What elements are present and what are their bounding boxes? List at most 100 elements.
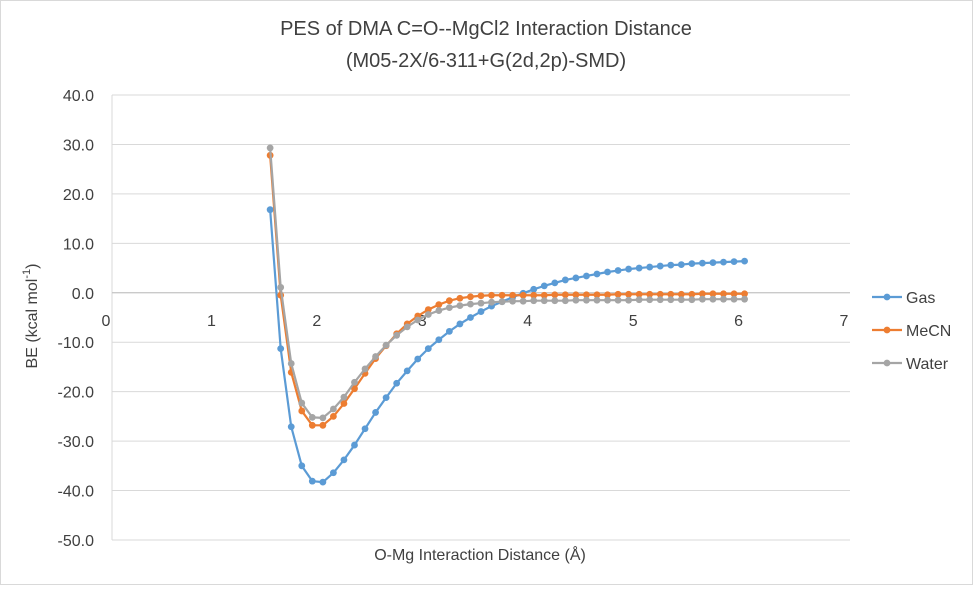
data-point-gas bbox=[561, 276, 569, 284]
data-point-water bbox=[540, 297, 548, 305]
data-point-water bbox=[435, 307, 443, 314]
data-point-mecn bbox=[519, 291, 527, 299]
data-point-water bbox=[699, 295, 706, 303]
data-point-gas bbox=[445, 327, 453, 335]
x-axis-label: O-Mg Interaction Distance (Å) bbox=[374, 545, 586, 564]
data-point-mecn bbox=[741, 290, 748, 298]
data-point-gas bbox=[688, 260, 696, 268]
legend-label: MeCN bbox=[906, 323, 951, 340]
x-tick-label: 4 bbox=[523, 313, 532, 330]
data-point-gas bbox=[720, 258, 727, 266]
y-tick-label: -10.0 bbox=[58, 335, 95, 352]
series-layer bbox=[266, 144, 748, 486]
data-point-gas bbox=[393, 379, 401, 387]
data-point-water bbox=[477, 299, 485, 307]
legend-swatch-marker bbox=[883, 293, 891, 301]
y-tick-labels: 40.0 30.0 20.0 10.0 0.0 -10.0 -20.0 -30.0 -40.0 -… bbox=[58, 88, 95, 550]
data-point-water bbox=[382, 341, 390, 349]
y-axis-label-superscript: -1 bbox=[21, 269, 33, 279]
data-point-water bbox=[635, 296, 643, 304]
data-point-gas bbox=[266, 206, 274, 214]
data-point-gas bbox=[540, 282, 548, 290]
x-tick-label: 3 bbox=[418, 313, 427, 330]
y-tick-label: 40.0 bbox=[63, 88, 94, 105]
data-point-mecn bbox=[635, 290, 643, 298]
data-point-gas bbox=[667, 261, 675, 269]
legend-item-mecn: MeCN bbox=[872, 323, 951, 340]
series-line-gas bbox=[269, 209, 745, 484]
data-point-water bbox=[330, 405, 337, 413]
data-point-water bbox=[593, 296, 601, 304]
data-point-water bbox=[498, 298, 506, 306]
data-point-mecn bbox=[561, 291, 569, 299]
y-tick-label: 20.0 bbox=[63, 187, 94, 204]
data-point-water bbox=[604, 296, 611, 304]
series-line-water bbox=[269, 147, 745, 419]
data-point-gas bbox=[351, 441, 358, 449]
data-point-water bbox=[614, 296, 622, 304]
data-point-gas bbox=[593, 270, 601, 278]
data-point-mecn bbox=[593, 291, 601, 299]
data-point-water bbox=[519, 297, 527, 305]
data-point-water bbox=[730, 295, 738, 303]
data-point-mecn bbox=[488, 291, 495, 299]
data-point-water bbox=[393, 331, 401, 339]
data-point-gas bbox=[730, 258, 738, 266]
data-point-water bbox=[456, 302, 464, 310]
legend-item-gas: Gas bbox=[872, 290, 935, 307]
legend: Gas MeCN Water bbox=[872, 290, 951, 373]
data-point-gas bbox=[340, 456, 348, 464]
data-point-gas bbox=[319, 478, 327, 486]
data-point-gas bbox=[372, 409, 379, 416]
data-point-water bbox=[667, 296, 675, 304]
x-tick-label: 6 bbox=[734, 313, 743, 330]
data-point-mecn bbox=[604, 291, 611, 299]
data-point-gas bbox=[583, 272, 590, 280]
data-point-water bbox=[319, 414, 327, 422]
data-point-water bbox=[287, 360, 295, 367]
data-point-mecn bbox=[298, 407, 306, 415]
data-point-gas bbox=[330, 469, 337, 477]
data-point-mecn bbox=[435, 301, 443, 309]
data-point-water bbox=[561, 297, 569, 305]
data-point-gas bbox=[530, 285, 538, 293]
data-point-water bbox=[551, 297, 559, 305]
data-point-mecn bbox=[572, 291, 580, 299]
data-point-water bbox=[709, 295, 717, 303]
data-point-mecn bbox=[625, 290, 632, 298]
data-point-gas bbox=[477, 308, 485, 315]
y-tick-label: -20.0 bbox=[58, 385, 95, 402]
y-tick-label: -40.0 bbox=[58, 484, 95, 501]
data-point-gas bbox=[382, 394, 390, 401]
legend-item-water: Water bbox=[872, 356, 949, 373]
data-point-water bbox=[277, 283, 285, 291]
data-point-mecn bbox=[456, 294, 464, 302]
data-point-mecn bbox=[646, 290, 654, 298]
data-point-gas bbox=[635, 264, 643, 272]
y-tick-label: -30.0 bbox=[58, 434, 95, 451]
data-point-mecn bbox=[509, 291, 517, 299]
x-tick-label: 5 bbox=[629, 313, 638, 330]
data-point-mecn bbox=[477, 292, 485, 300]
data-point-water bbox=[403, 323, 411, 331]
data-point-water bbox=[625, 296, 632, 304]
data-point-gas bbox=[424, 345, 432, 353]
data-point-mecn bbox=[308, 421, 316, 429]
y-tick-label: 0.0 bbox=[72, 286, 94, 303]
data-point-gas bbox=[699, 259, 706, 267]
gridlines bbox=[111, 94, 850, 541]
x-tick-labels: 0 1 2 3 4 5 6 7 bbox=[102, 313, 849, 330]
data-point-water bbox=[340, 393, 348, 401]
data-point-gas bbox=[361, 425, 369, 433]
data-point-mecn bbox=[720, 290, 727, 298]
data-point-water bbox=[656, 296, 664, 304]
data-point-gas bbox=[709, 259, 717, 267]
data-point-mecn bbox=[424, 306, 432, 313]
y-axis-label: BE (kcal mol-1) bbox=[21, 264, 41, 369]
data-point-water bbox=[351, 378, 358, 386]
y-axis-label-close: ) bbox=[24, 264, 41, 269]
data-point-mecn bbox=[340, 400, 348, 407]
data-point-mecn bbox=[467, 293, 474, 301]
